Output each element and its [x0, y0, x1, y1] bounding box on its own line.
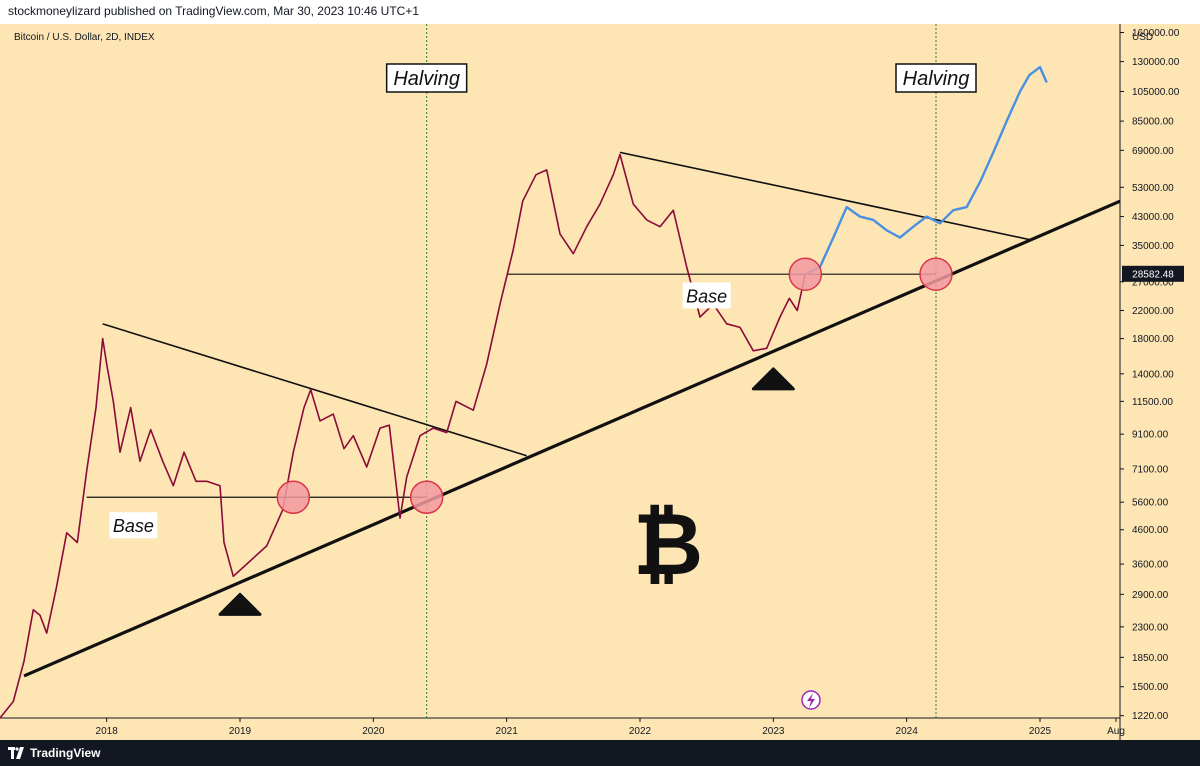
price-series	[0, 65, 1048, 719]
y-tick-label: 1220.00	[1132, 711, 1169, 722]
resistance-trendline	[619, 151, 1030, 241]
tradingview-logo-icon	[8, 747, 24, 759]
tradingview-logo[interactable]: TradingView	[8, 746, 100, 760]
y-tick-label: 160000.00	[1132, 28, 1180, 39]
y-tick-label: 85000.00	[1132, 117, 1174, 128]
price-chart: Bitcoin / U.S. Dollar, 2D, INDEX USD 160…	[0, 24, 1200, 742]
halving-label-box	[895, 63, 977, 93]
current-price-label: 28582.48	[1122, 265, 1184, 282]
base-label: Base	[113, 516, 154, 536]
lightning-icon[interactable]	[801, 690, 821, 710]
price-axis-background	[1120, 24, 1200, 742]
svg-text:₿: ₿	[633, 497, 703, 593]
x-tick-label: 2019	[229, 726, 252, 737]
breakout-circle	[788, 257, 823, 291]
y-axis-ticks: 160000.00 130000.00 105000.00 85000.00 69000…	[1119, 24, 1180, 742]
y-tick-label: 27000.00	[1132, 277, 1174, 288]
y-tick-label: 69000.00	[1132, 146, 1174, 157]
y-tick-label: 4600.00	[1132, 525, 1169, 536]
x-tick-label: 2024	[896, 726, 919, 737]
y-tick-label: 35000.00	[1132, 241, 1174, 252]
plot-background	[0, 24, 1120, 718]
breakout-circle	[276, 480, 311, 515]
x-tick-label: Aug	[1107, 726, 1125, 737]
x-tick-label: 2025	[1029, 726, 1052, 737]
breakout-circle	[919, 257, 953, 291]
publisher-text: stockmoneylizard published on TradingVie…	[8, 4, 420, 18]
x-tick-label: 2020	[362, 726, 385, 737]
y-tick-label: 9100.00	[1132, 430, 1169, 441]
x-tick-label: 2018	[96, 726, 119, 737]
x-tick-label: 2023	[762, 726, 785, 737]
annotation-markers: Halving Halving Base Base	[109, 63, 977, 616]
current-price-text: 28582.48	[1132, 269, 1174, 280]
time-axis-background	[0, 718, 1200, 742]
bottom-triangle-marker	[218, 592, 262, 616]
resistance-trendline	[102, 323, 527, 457]
tradingview-brand: TradingView	[30, 746, 101, 760]
chart-frame: Bitcoin / U.S. Dollar, 2D, INDEX USD 160…	[0, 24, 1200, 742]
price-history-line	[0, 153, 807, 719]
base-label-box	[109, 512, 158, 539]
y-tick-label: 5600.00	[1132, 498, 1169, 509]
footer-bar: TradingView	[0, 740, 1200, 766]
y-tick-label: 105000.00	[1132, 87, 1180, 98]
base-label: Base	[686, 286, 727, 306]
x-axis-ticks: 2018 2019 2020 2021 2022 2023 2024 2025 Aug	[0, 717, 1125, 737]
y-tick-label: 43000.00	[1132, 212, 1174, 223]
chart-title: Bitcoin / U.S. Dollar, 2D, INDEX	[14, 32, 155, 43]
halving-label: Halving	[903, 68, 970, 90]
y-tick-label: 18000.00	[1132, 334, 1174, 345]
y-tick-label: 2300.00	[1132, 622, 1169, 633]
y-tick-label: 2900.00	[1132, 590, 1169, 601]
y-tick-label: 1500.00	[1132, 682, 1169, 693]
y-tick-label: 22000.00	[1132, 306, 1174, 317]
price-projection-line	[804, 65, 1048, 276]
y-tick-label: 3600.00	[1132, 560, 1169, 571]
y-tick-label: 1850.00	[1132, 653, 1169, 664]
halving-label: Halving	[393, 68, 460, 90]
currency-label: USD	[1132, 32, 1153, 43]
y-tick-label: 53000.00	[1132, 183, 1174, 194]
publisher-bar: stockmoneylizard published on TradingVie…	[0, 0, 1200, 24]
x-tick-label: 2022	[629, 726, 652, 737]
y-tick-label: 11500.00	[1132, 397, 1173, 408]
halving-label-box	[385, 63, 468, 93]
bitcoin-logo-icon: ₿	[633, 497, 703, 593]
y-tick-label: 14000.00	[1132, 369, 1174, 380]
base-label-box	[682, 282, 731, 309]
y-tick-label: 7100.00	[1132, 464, 1169, 475]
bottom-triangle-marker	[751, 367, 795, 391]
x-tick-label: 2021	[496, 726, 519, 737]
y-tick-label: 130000.00	[1132, 57, 1180, 68]
breakout-circle	[409, 480, 444, 515]
